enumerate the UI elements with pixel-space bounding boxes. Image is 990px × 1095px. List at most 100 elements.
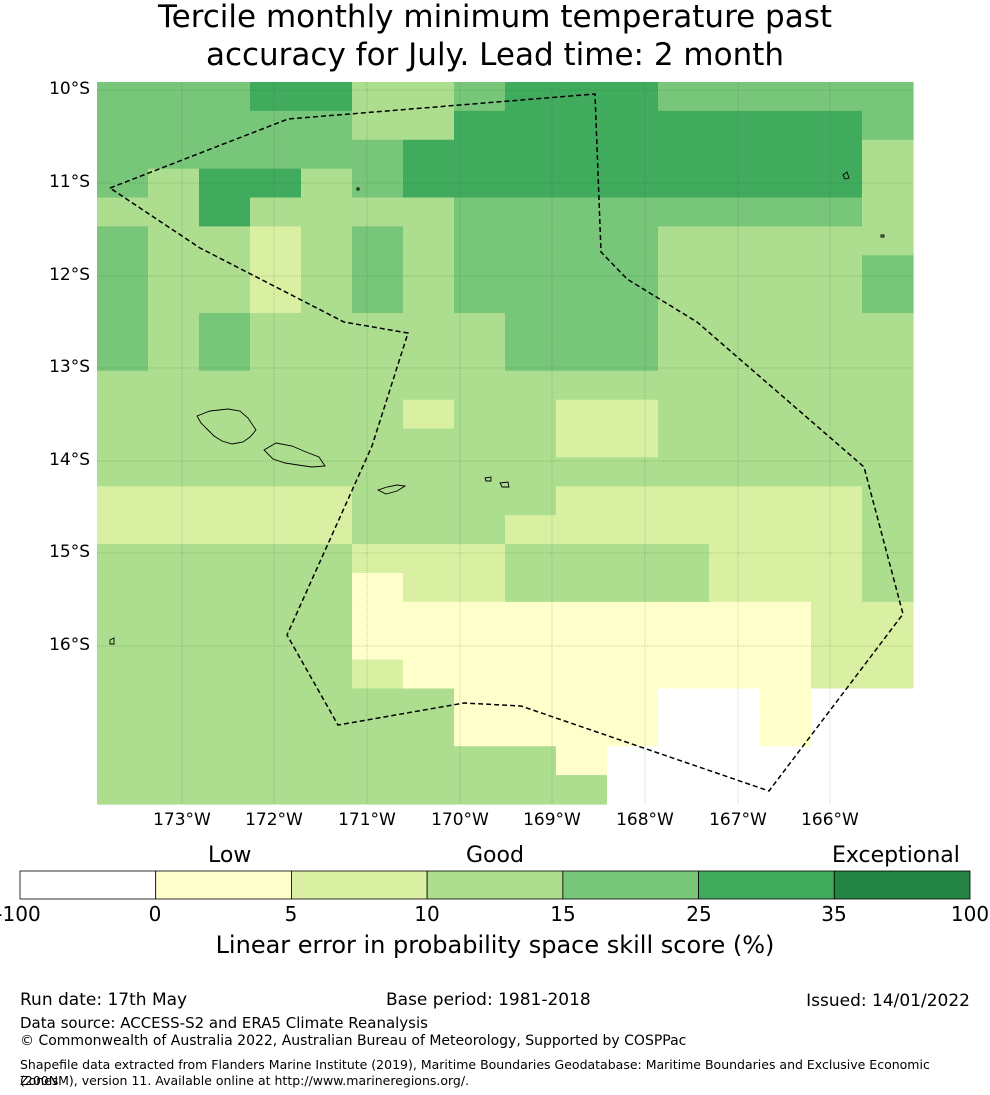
skill-cell xyxy=(454,572,506,603)
skill-cell xyxy=(97,226,149,256)
skill-cell xyxy=(556,515,608,545)
skill-cell xyxy=(148,544,200,574)
skill-cell xyxy=(352,775,404,805)
skill-cell xyxy=(148,255,200,285)
skill-cell xyxy=(607,197,659,227)
skill-cell xyxy=(607,630,659,661)
skill-cell xyxy=(352,284,404,314)
skill-cell xyxy=(250,370,302,401)
skill-cell xyxy=(199,428,251,459)
skill-cell xyxy=(403,197,455,227)
skill-cell xyxy=(811,659,863,690)
skill-cell xyxy=(760,515,812,545)
lon-label-171w: 171°W xyxy=(338,810,396,830)
skill-cell xyxy=(199,746,251,776)
skill-cell xyxy=(556,688,608,718)
skill-cell xyxy=(148,572,200,603)
skill-cell xyxy=(811,717,863,747)
skill-cell xyxy=(862,139,914,170)
skill-cell xyxy=(607,688,659,718)
skill-cell xyxy=(352,601,404,632)
skill-cell xyxy=(352,255,404,285)
skill-cell xyxy=(862,515,914,545)
skill-cell xyxy=(250,457,302,487)
skill-cell xyxy=(97,428,149,459)
skill-cell xyxy=(199,284,251,314)
map-gridlines xyxy=(97,82,913,804)
skill-cell xyxy=(148,630,200,661)
skill-cell xyxy=(760,370,812,401)
skill-cell xyxy=(301,688,353,718)
skill-cell xyxy=(760,341,812,372)
skill-cell xyxy=(556,486,608,516)
colorbar-swatch xyxy=(562,870,699,900)
skill-cell xyxy=(607,544,659,574)
skill-cell xyxy=(811,457,863,487)
skill-cell xyxy=(709,399,761,430)
skill-cell xyxy=(811,370,863,401)
skill-cell xyxy=(454,630,506,661)
skill-cell xyxy=(148,746,200,776)
skill-cell xyxy=(352,544,404,574)
skill-cell xyxy=(97,544,149,574)
skill-cell xyxy=(403,775,455,805)
skill-cell xyxy=(301,717,353,747)
skill-cell xyxy=(148,110,200,141)
skill-cell xyxy=(811,746,863,776)
skill-cell xyxy=(607,659,659,690)
island-manua-a xyxy=(484,476,492,482)
skill-cell xyxy=(301,82,353,112)
colorbar-title: Linear error in probability space skill … xyxy=(215,931,775,959)
skill-cell xyxy=(709,630,761,661)
eez-boundary-line xyxy=(109,93,904,792)
skill-cell xyxy=(811,630,863,661)
skill-cell xyxy=(301,544,353,574)
issued-date: Issued: 14/01/2022 xyxy=(806,991,970,1011)
skill-cell xyxy=(250,226,302,256)
skill-cell xyxy=(811,168,863,199)
skill-cell xyxy=(607,110,659,141)
lon-label-173w: 173°W xyxy=(153,810,211,830)
skill-cell xyxy=(199,139,251,170)
skill-cell xyxy=(301,370,353,401)
skill-cell xyxy=(505,82,557,112)
skill-cell xyxy=(97,197,149,227)
skill-cell xyxy=(352,82,404,112)
lon-label-167w: 167°W xyxy=(709,810,767,830)
island-coastlines xyxy=(109,171,885,645)
skill-cell xyxy=(403,139,455,170)
skill-cell xyxy=(811,515,863,545)
skill-cell xyxy=(301,255,353,285)
skill-cell xyxy=(556,572,608,603)
skill-cell xyxy=(352,688,404,718)
shapefile-credit-line-1: Shapefile data extracted from Flanders M… xyxy=(20,1057,930,1088)
skill-cell xyxy=(862,197,914,227)
lat-label-12s: 12°S xyxy=(49,265,90,285)
skill-cell xyxy=(97,284,149,314)
skill-cell xyxy=(556,370,608,401)
skill-cell xyxy=(556,544,608,574)
skill-cell xyxy=(250,399,302,430)
lat-label-16s: 16°S xyxy=(49,635,90,655)
skill-cell xyxy=(403,659,455,690)
skill-cell xyxy=(505,284,557,314)
skill-cell xyxy=(199,775,251,805)
skill-cell xyxy=(811,775,863,805)
skill-cell xyxy=(352,659,404,690)
skill-cell xyxy=(556,428,608,459)
lon-label-170w: 170°W xyxy=(431,810,489,830)
skill-cell xyxy=(352,717,404,747)
colorbar-tick-15: 15 xyxy=(550,902,576,926)
skill-cell xyxy=(658,82,710,112)
skill-cell xyxy=(301,399,353,430)
colorbar-tick-100: 100 xyxy=(950,902,990,926)
skill-cell xyxy=(301,746,353,776)
skill-cell xyxy=(454,110,506,141)
skill-cell xyxy=(658,168,710,199)
colorbar-tick-5: 5 xyxy=(284,902,298,926)
skill-cell xyxy=(148,659,200,690)
skill-cell xyxy=(148,341,200,372)
skill-cell xyxy=(760,775,812,805)
skill-cell xyxy=(403,630,455,661)
skill-cell xyxy=(301,341,353,372)
